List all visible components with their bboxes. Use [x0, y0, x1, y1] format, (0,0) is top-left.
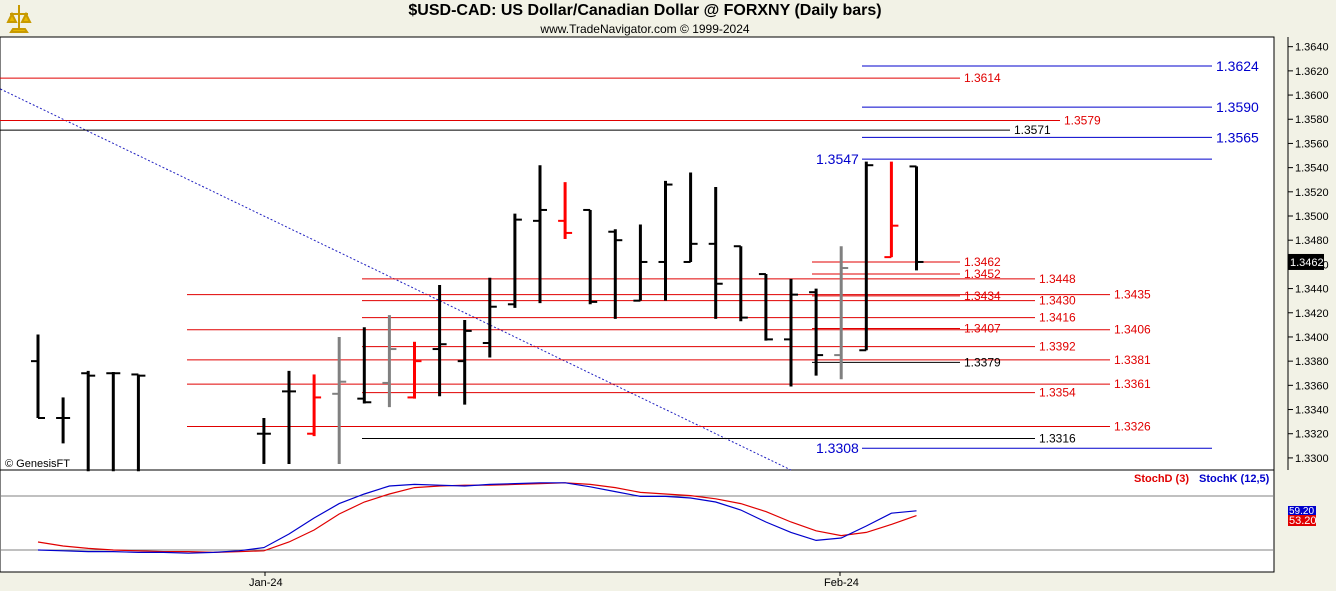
level-label-1.3406: 1.3406 [1114, 323, 1151, 337]
ohlc-bar-17 [558, 182, 573, 239]
y-tick-label: 1.3400 [1295, 332, 1329, 344]
level-label-1.3430: 1.3430 [1039, 294, 1076, 308]
chart-subtitle: www.TradeNavigator.com © 1999-2024 [540, 22, 750, 36]
ohlc-bar-31 [909, 165, 924, 271]
ohlc-bar-6 [282, 370, 296, 464]
y-tick-label: 1.3320 [1295, 429, 1329, 441]
ohlc-bar-10 [382, 315, 397, 408]
legend-stochd: StochD (3) [1134, 473, 1189, 485]
y-tick-label: 1.3340 [1295, 405, 1329, 417]
ohlc-bar-8 [332, 336, 347, 464]
level-label-1.3624: 1.3624 [1216, 58, 1259, 74]
y-tick-label: 1.3600 [1295, 90, 1329, 102]
x-axis-label: Jan-24 [249, 577, 283, 589]
level-label-1.3434: 1.3434 [964, 289, 1001, 303]
ohlc-bar-14 [482, 277, 497, 358]
trade-navigator-logo-icon [4, 2, 34, 34]
level-label-1.3565: 1.3565 [1216, 129, 1259, 145]
y-tick-label: 1.3480 [1295, 235, 1329, 247]
level-label-1.3614: 1.3614 [964, 71, 1001, 85]
stochk-value: 59.20 [1289, 506, 1314, 517]
ohlc-bar-11 [407, 341, 422, 399]
ohlc-bar-29 [859, 161, 874, 352]
stochk-value-badge [1288, 506, 1316, 515]
level-label-1.3326: 1.3326 [1114, 419, 1151, 433]
y-tick-label: 1.3620 [1295, 66, 1329, 78]
ohlc-bar-28 [834, 246, 849, 380]
y-tick-label: 1.3380 [1295, 356, 1329, 368]
ohlc-bar-3 [106, 372, 121, 472]
ohlc-bar-26 [784, 278, 798, 387]
watermark: © GenesisFT [5, 458, 70, 470]
level-label-1.3571: 1.3571 [1014, 123, 1051, 137]
ohlc-bar-13 [457, 320, 472, 405]
y-tick-label: 1.3440 [1295, 284, 1329, 296]
level-label-1.3379: 1.3379 [964, 355, 1001, 369]
ohlc-bar-9 [357, 327, 372, 404]
price-panel [0, 36, 1275, 471]
ohlc-bar-22 [683, 172, 698, 263]
ohlc-bar-19 [608, 229, 623, 319]
ohlc-bar-23 [708, 186, 723, 319]
y-tick-label: 1.3540 [1295, 163, 1329, 175]
level-label-1.3407: 1.3407 [964, 321, 1001, 335]
ohlc-bar-21 [658, 180, 673, 301]
level-label-1.3416: 1.3416 [1039, 311, 1076, 325]
stoch-line-k [37, 482, 917, 554]
level-label-1.3547: 1.3547 [816, 151, 859, 167]
level-label-1.3579: 1.3579 [1064, 113, 1101, 127]
ohlc-bar-27 [809, 288, 824, 376]
ohlc-bar-2 [81, 370, 96, 472]
last-price-label: 1.3462 [1290, 257, 1324, 269]
level-label-1.3448: 1.3448 [1039, 272, 1076, 286]
y-tick-label: 1.3640 [1295, 42, 1329, 54]
level-label-1.3381: 1.3381 [1114, 353, 1151, 367]
ohlc-bar-20 [633, 224, 648, 302]
last-price-badge [1288, 253, 1324, 270]
level-label-1.3316: 1.3316 [1039, 432, 1076, 446]
ohlc-bar-15 [507, 213, 522, 308]
legend-stochk: StochK (12,5) [1199, 473, 1270, 485]
stochd-value: 53.20 [1289, 515, 1317, 527]
level-label-1.3452: 1.3452 [964, 267, 1001, 281]
y-tick-label: 1.3560 [1295, 138, 1329, 150]
ohlc-bar-4 [131, 373, 146, 472]
ohlc-bar-0 [31, 334, 45, 419]
ohlc-bar-25 [758, 273, 773, 341]
x-axis-label: Feb-24 [824, 577, 859, 589]
y-tick-label: 1.3360 [1295, 380, 1329, 392]
level-label-1.3392: 1.3392 [1039, 340, 1076, 354]
ohlc-bar-12 [432, 284, 447, 397]
ohlc-bar-30 [884, 161, 899, 259]
stochastic-panel [0, 469, 1275, 573]
chart-title: $USD-CAD: US Dollar/Canadian Dollar @ FO… [408, 2, 882, 19]
y-tick-label: 1.3520 [1295, 187, 1329, 199]
ohlc-bar-7 [307, 374, 322, 437]
level-label-1.3361: 1.3361 [1114, 377, 1151, 391]
y-tick-label: 1.3420 [1295, 308, 1329, 320]
level-label-1.3354: 1.3354 [1039, 386, 1076, 400]
ohlc-bar-5 [256, 417, 271, 464]
level-label-1.3462: 1.3462 [964, 255, 1001, 269]
y-tick-label: 1.3500 [1295, 211, 1329, 223]
level-label-1.3308: 1.3308 [816, 440, 859, 456]
y-tick-label: 1.3580 [1295, 114, 1329, 126]
ohlc-bar-24 [733, 245, 748, 322]
level-label-1.3590: 1.3590 [1216, 99, 1259, 115]
ohlc-bar-18 [583, 208, 598, 305]
ohlc-bar-16 [533, 165, 547, 304]
y-tick-label: 1.3300 [1295, 453, 1329, 465]
level-label-1.3435: 1.3435 [1114, 288, 1151, 302]
ohlc-bar-1 [56, 397, 71, 444]
stochd-value-badge [1288, 515, 1316, 526]
